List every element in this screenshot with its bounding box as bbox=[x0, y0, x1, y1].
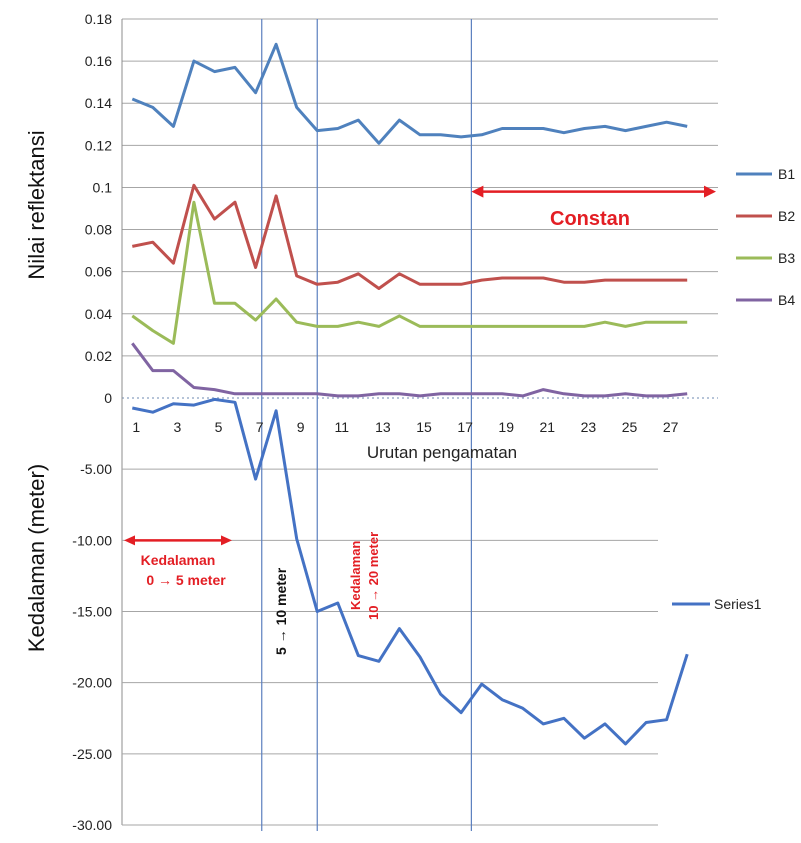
y-tick-label: 0.04 bbox=[85, 306, 112, 322]
x-tick-label: 17 bbox=[457, 419, 473, 435]
x-tick-label: 7 bbox=[256, 419, 264, 435]
series-line-b2 bbox=[131, 183, 688, 290]
legend-label-b3: B3 bbox=[778, 250, 795, 266]
y-tick-label: -25.00 bbox=[72, 746, 112, 762]
series-line-b3 bbox=[131, 200, 688, 345]
y-tick-label: 0.14 bbox=[85, 95, 112, 111]
y-axis-title-depth: Kedalaman (meter) bbox=[24, 464, 49, 652]
x-tick-label: 15 bbox=[416, 419, 432, 435]
x-tick-label: 13 bbox=[375, 419, 391, 435]
y-axis-title-reflectance: Nilai reflektansi bbox=[24, 130, 49, 279]
x-tick-label: 27 bbox=[663, 419, 679, 435]
y-tick-label: -30.00 bbox=[72, 817, 112, 833]
constan-arrow-head-left bbox=[471, 185, 484, 198]
legend-label-series1: Series1 bbox=[714, 596, 762, 612]
constan-label: Constan bbox=[550, 208, 630, 230]
x-tick-label: 23 bbox=[581, 419, 597, 435]
depth-10-20-label-line1: Kedalaman bbox=[348, 541, 363, 610]
series-line-series1 bbox=[131, 397, 689, 746]
x-tick-label: 3 bbox=[173, 419, 181, 435]
x-tick-label: 1 bbox=[132, 419, 140, 435]
y-tick-label: -5.00 bbox=[80, 461, 112, 477]
y-tick-label: 0.12 bbox=[85, 137, 112, 153]
x-tick-label: 25 bbox=[622, 419, 638, 435]
y-tick-label: 0.08 bbox=[85, 222, 112, 238]
x-tick-label: 9 bbox=[297, 419, 305, 435]
y-tick-label: -15.00 bbox=[72, 604, 112, 620]
constan-arrow-head-right bbox=[704, 185, 716, 198]
y-tick-label: 0.06 bbox=[85, 264, 112, 280]
x-tick-label: 21 bbox=[540, 419, 556, 435]
y-tick-label: 0.18 bbox=[85, 11, 112, 27]
y-tick-label: 0.16 bbox=[85, 53, 112, 69]
x-tick-label: 19 bbox=[498, 419, 514, 435]
depth-0-5-arrow-head-right bbox=[221, 535, 232, 546]
y-tick-label: -20.00 bbox=[72, 675, 112, 691]
legend-label-b4: B4 bbox=[778, 292, 795, 308]
x-tick-label: 11 bbox=[335, 419, 350, 435]
depth-10-20-label-line2: 10 → 20 meter bbox=[366, 532, 381, 620]
y-tick-label: -10.00 bbox=[72, 532, 112, 548]
depth-0-5-arrow-head-left bbox=[124, 535, 135, 546]
y-tick-label: 0.1 bbox=[93, 179, 113, 195]
x-tick-label: 5 bbox=[215, 419, 223, 435]
series-line-b1 bbox=[131, 42, 688, 145]
x-axis-title: Urutan pengamatan bbox=[367, 443, 517, 462]
y-tick-label: 0 bbox=[104, 390, 112, 406]
series-line-b4 bbox=[131, 342, 688, 398]
legend-label-b1: B1 bbox=[778, 166, 795, 182]
legend-label-b2: B2 bbox=[778, 208, 795, 224]
depth-0-5-label-line2: 0 → 5 meter bbox=[146, 572, 226, 588]
depth-0-5-label-line1: Kedalaman bbox=[141, 552, 216, 568]
y-tick-label: 0.02 bbox=[85, 348, 112, 364]
depth-5-10-label: 5 → 10 meter bbox=[273, 567, 289, 655]
